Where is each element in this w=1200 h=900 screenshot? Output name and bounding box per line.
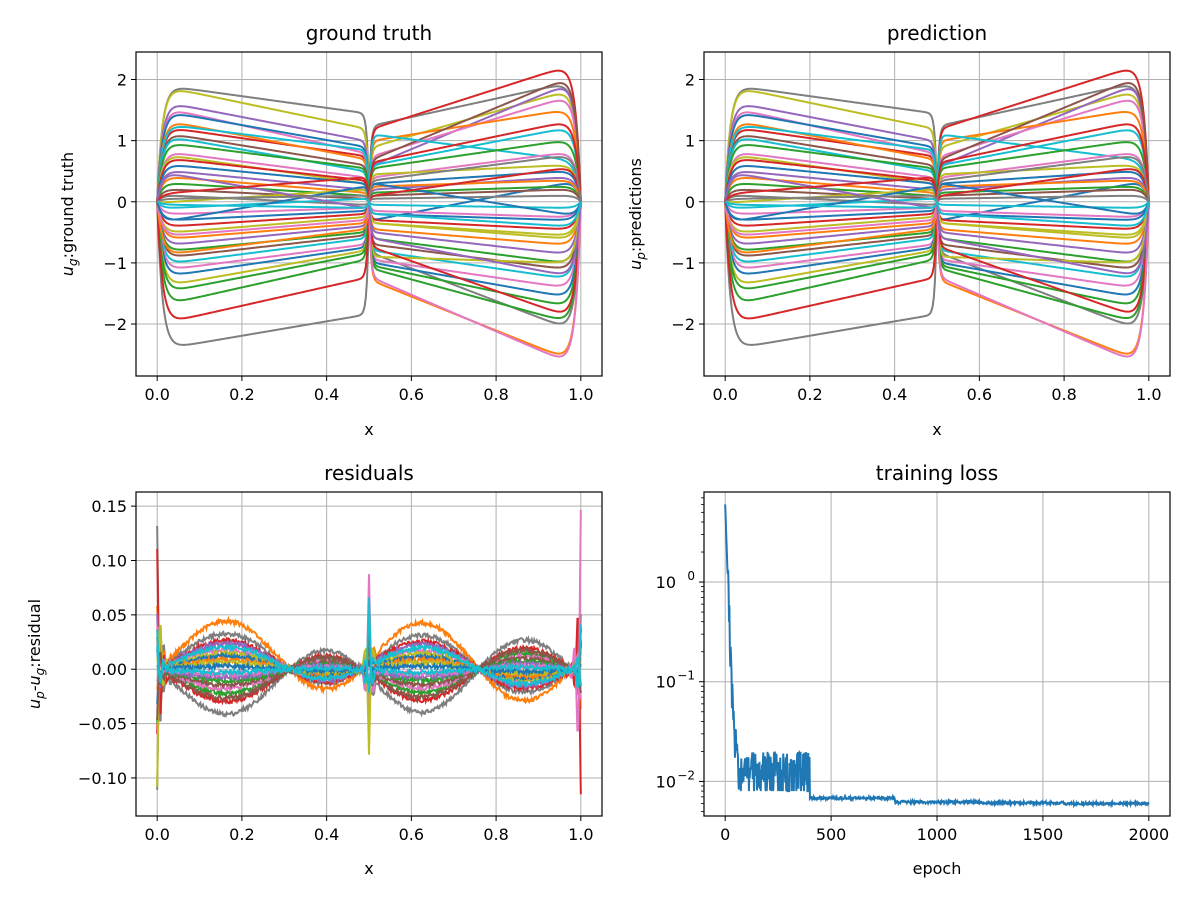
y-tick-label: 2 <box>685 71 695 90</box>
y-tick-label: 1 <box>685 132 695 151</box>
y-tick-label: −0.10 <box>78 769 127 788</box>
tick-labels: 0.0 0.2 0.4 0.6 0.8 1.0 −2 −1 0 1 2 <box>671 71 1161 404</box>
y-tick-exponent: −1 <box>677 669 695 683</box>
x-tick-label: 0.4 <box>314 825 339 844</box>
x-tick-label: 0.8 <box>483 825 508 844</box>
tick-labels: 0.0 0.2 0.4 0.6 0.8 1.0 −2 −1 0 1 2 <box>103 71 593 404</box>
series-lines <box>156 510 582 795</box>
y-tick-label: 10 <box>656 573 676 592</box>
x-axis-label: x <box>932 420 941 439</box>
y-tick-label: 0 <box>117 193 127 212</box>
y-tick-label: 2 <box>117 71 127 90</box>
x-tick-label: 0.8 <box>1051 385 1076 404</box>
x-tick-label: 0.2 <box>797 385 822 404</box>
x-tick-label: 0.8 <box>483 385 508 404</box>
loss-line <box>724 504 1150 809</box>
x-tick-label: 0.0 <box>144 825 169 844</box>
x-tick-label: 0.4 <box>882 385 907 404</box>
y-tick-label: 0.05 <box>91 606 127 625</box>
series-line <box>724 198 1150 227</box>
x-tick-label: 0 <box>720 825 730 844</box>
x-tick-label: 1500 <box>1023 825 1064 844</box>
x-tick-label: 0.4 <box>314 385 339 404</box>
y-tick-label: 0.00 <box>91 660 127 679</box>
y-axis-label: ug:ground truth <box>58 152 80 276</box>
y-tick-label: 1 <box>117 132 127 151</box>
x-tick-label: 1.0 <box>568 825 593 844</box>
subplot-title: training loss <box>876 461 998 485</box>
axes-frame <box>703 51 1171 377</box>
x-tick-label: 1.0 <box>568 385 593 404</box>
series-line <box>156 629 582 693</box>
subplot-residuals: residuals 0.0 0.2 0.4 0.6 0.8 1.0−0.10−0.050.… <box>25 461 603 878</box>
x-tick-label: 0.0 <box>144 385 169 404</box>
x-tick-label: 2000 <box>1128 825 1169 844</box>
subplot-training-loss: training loss 0 500 1000 1500 200010−210−110… <box>656 461 1171 878</box>
y-tick-label: 0.15 <box>91 497 127 516</box>
y-axis-label: up:predictions <box>626 158 648 270</box>
series-line <box>156 636 582 721</box>
y-tick-label: −0.05 <box>78 715 127 734</box>
subplot-ground-truth: ground truth 0.0 0.2 0.4 0.6 0.8 1.0 −2 −1 0 1 2 x… <box>58 21 603 439</box>
tick-labels: 0.0 0.2 0.4 0.6 0.8 1.0 −0.10 −0.05 0.00 0.05 0.10… <box>78 497 594 844</box>
subplot-title: prediction <box>887 21 987 45</box>
x-tick-label: 1.0 <box>1136 385 1161 404</box>
x-tick-label: 0.6 <box>399 385 424 404</box>
y-tick-label: −2 <box>671 315 695 334</box>
y-tick-label: −1 <box>671 254 695 273</box>
x-tick-label: 0.6 <box>967 385 992 404</box>
axes-frame <box>135 51 603 377</box>
x-tick-label: 0.0 <box>712 385 737 404</box>
series-line <box>156 658 582 677</box>
y-axis-label: up-ug:residual <box>25 599 47 709</box>
x-tick-label: 1000 <box>917 825 958 844</box>
series-lines <box>724 69 1150 358</box>
series-line <box>156 198 582 227</box>
x-tick-label: 0.6 <box>399 825 424 844</box>
series-line <box>156 597 582 689</box>
subplot-title: residuals <box>324 461 414 485</box>
subplot-prediction: prediction 0.0 0.2 0.4 0.6 0.8 1.0 −2 −1 0 1 2 x u… <box>626 21 1171 439</box>
y-tick-exponent: −2 <box>677 768 695 782</box>
series-lines <box>156 69 582 358</box>
x-axis-label: epoch <box>913 859 962 878</box>
y-tick-label: −2 <box>103 315 127 334</box>
y-tick-exponent: 0 <box>687 569 695 583</box>
y-tick-label: 0 <box>685 193 695 212</box>
y-tick-label: 10 <box>656 673 676 692</box>
x-axis-label: x <box>364 859 373 878</box>
y-tick-label: 0.10 <box>91 551 127 570</box>
x-tick-label: 500 <box>816 825 847 844</box>
x-axis-label: x <box>364 420 373 439</box>
y-tick-label: 10 <box>656 772 676 791</box>
y-tick-label: −1 <box>103 254 127 273</box>
x-tick-label: 0.2 <box>229 825 254 844</box>
grid <box>704 492 1170 816</box>
subplot-title: ground truth <box>306 21 432 45</box>
series-lines <box>724 504 1150 809</box>
x-tick-label: 0.2 <box>229 385 254 404</box>
axes-frame <box>135 491 603 817</box>
